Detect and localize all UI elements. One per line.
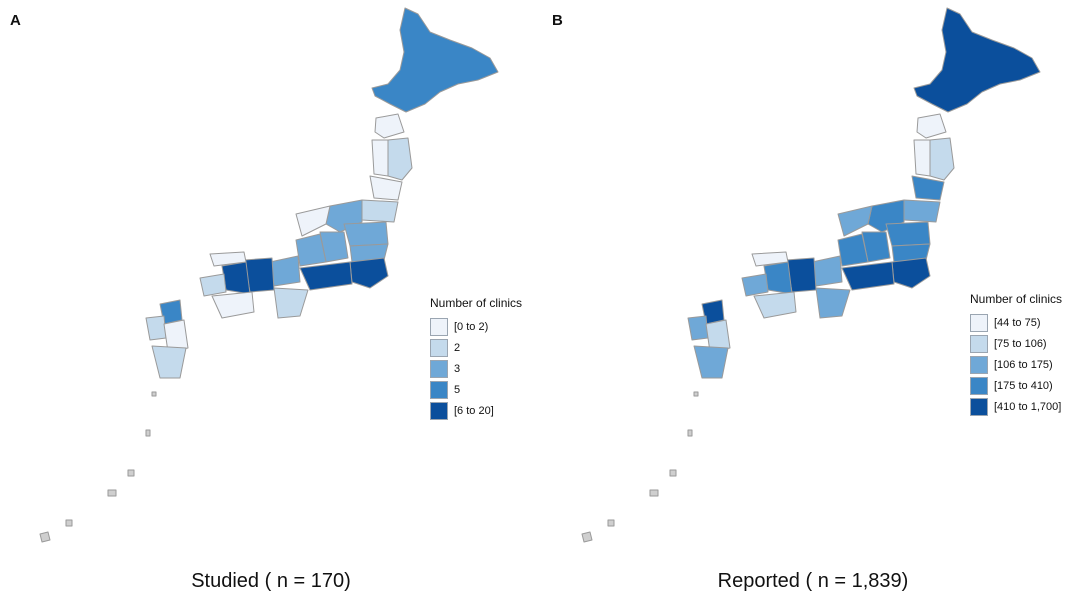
legend-title: Number of clinics [970,292,1063,306]
region-tokyo-kanagawa-chiba [891,257,931,289]
region-saga-nagasaki [687,315,709,341]
region-yamagata-miyagi [369,175,403,201]
legend-swatch [970,334,988,353]
legend-label: 3 [454,362,461,375]
legend-swatch [430,359,448,378]
region-iwate [387,137,413,181]
region-kumamoto-oita [163,319,189,353]
region-kyoto-shiga [269,255,301,287]
region-hokkaido [913,7,1041,113]
legend-swatch [430,338,448,357]
region-okayama-hiroshima [763,261,793,295]
legend-item: [106 to 175) [970,354,1062,375]
region-tokyo-kanagawa-chiba [349,257,389,289]
legend-item: [410 to 1,700] [970,396,1062,417]
legend-label: [175 to 410) [994,379,1053,392]
legend-label: 5 [454,383,461,396]
legend-item: [44 to 75) [970,312,1062,333]
region-tottori-shimane [209,251,247,267]
map-caption: Reported ( n = 1,839) [717,570,909,592]
legend-swatch [430,401,448,420]
region-fukushima [903,199,941,223]
region-nara-wakayama-mie [815,287,851,319]
legend-swatch [430,380,448,399]
legend-item: [6 to 20] [430,400,522,421]
region-kumamoto-oita [705,319,731,353]
region-okayama-hiroshima [221,261,251,295]
panel-label: A [10,12,21,29]
region-hokkaido [371,7,499,113]
legend-item: [0 to 2) [430,316,522,337]
legend-item: [75 to 106) [970,333,1062,354]
region-iwate [929,137,955,181]
japan-choropleth-map [581,7,1041,543]
region-gifu [837,233,869,267]
region-miyazaki-kagoshima [151,345,187,379]
map-panel-studied: A [10,7,522,592]
legend-item: 3 [430,358,522,379]
region-aomori [916,113,947,139]
region-yamaguchi [741,273,769,297]
japan-choropleth-map [39,7,499,543]
region-shizuoka-aichi [299,261,353,291]
region-gunma-tochigi [343,221,389,247]
legend-label: [6 to 20] [454,404,494,417]
legend-label: [106 to 175) [994,358,1053,371]
region-nara-wakayama-mie [273,287,309,319]
region-akita [371,139,389,177]
region-shikoku [211,291,255,319]
legend: Number of clinics [44 to 75) [75 to 106)… [970,292,1062,417]
map-panel-reported: B [542,0,1084,602]
region-shizuoka-aichi [841,261,895,291]
panel-label: B [552,12,563,29]
region-saga-nagasaki [145,315,167,341]
legend-item: 2 [430,337,522,358]
region-fukushima [361,199,399,223]
region-gifu [295,233,327,267]
legend-label: [0 to 2) [454,320,489,333]
legend-label: [44 to 75) [994,316,1041,329]
legend-label: [75 to 106) [994,337,1047,350]
region-shikoku [753,291,797,319]
region-aomori [374,113,405,139]
region-toyama-ishikawa [837,205,873,237]
legend-item: [175 to 410) [970,375,1062,396]
legend-title: Number of clinics [430,296,523,310]
legend-swatch [970,376,988,395]
region-toyama-ishikawa [295,205,331,237]
legend-swatch [430,317,448,336]
region-yamagata-miyagi [911,175,945,201]
region-tottori-shimane [751,251,789,267]
region-akita [913,139,931,177]
legend-swatch [970,355,988,374]
legend: Number of clinics [0 to 2) 2 3 5 [6 to 2… [430,296,522,421]
legend-swatch [970,397,988,416]
region-gunma-tochigi [885,221,931,247]
map-caption: Studied ( n = 170) [191,570,351,592]
region-miyazaki-kagoshima [693,345,729,379]
legend-label: 2 [454,341,461,354]
region-kyoto-shiga [811,255,843,287]
legend-item: 5 [430,379,522,400]
region-yamaguchi [199,273,227,297]
legend-label: [410 to 1,700] [994,400,1062,413]
legend-swatch [970,313,988,332]
